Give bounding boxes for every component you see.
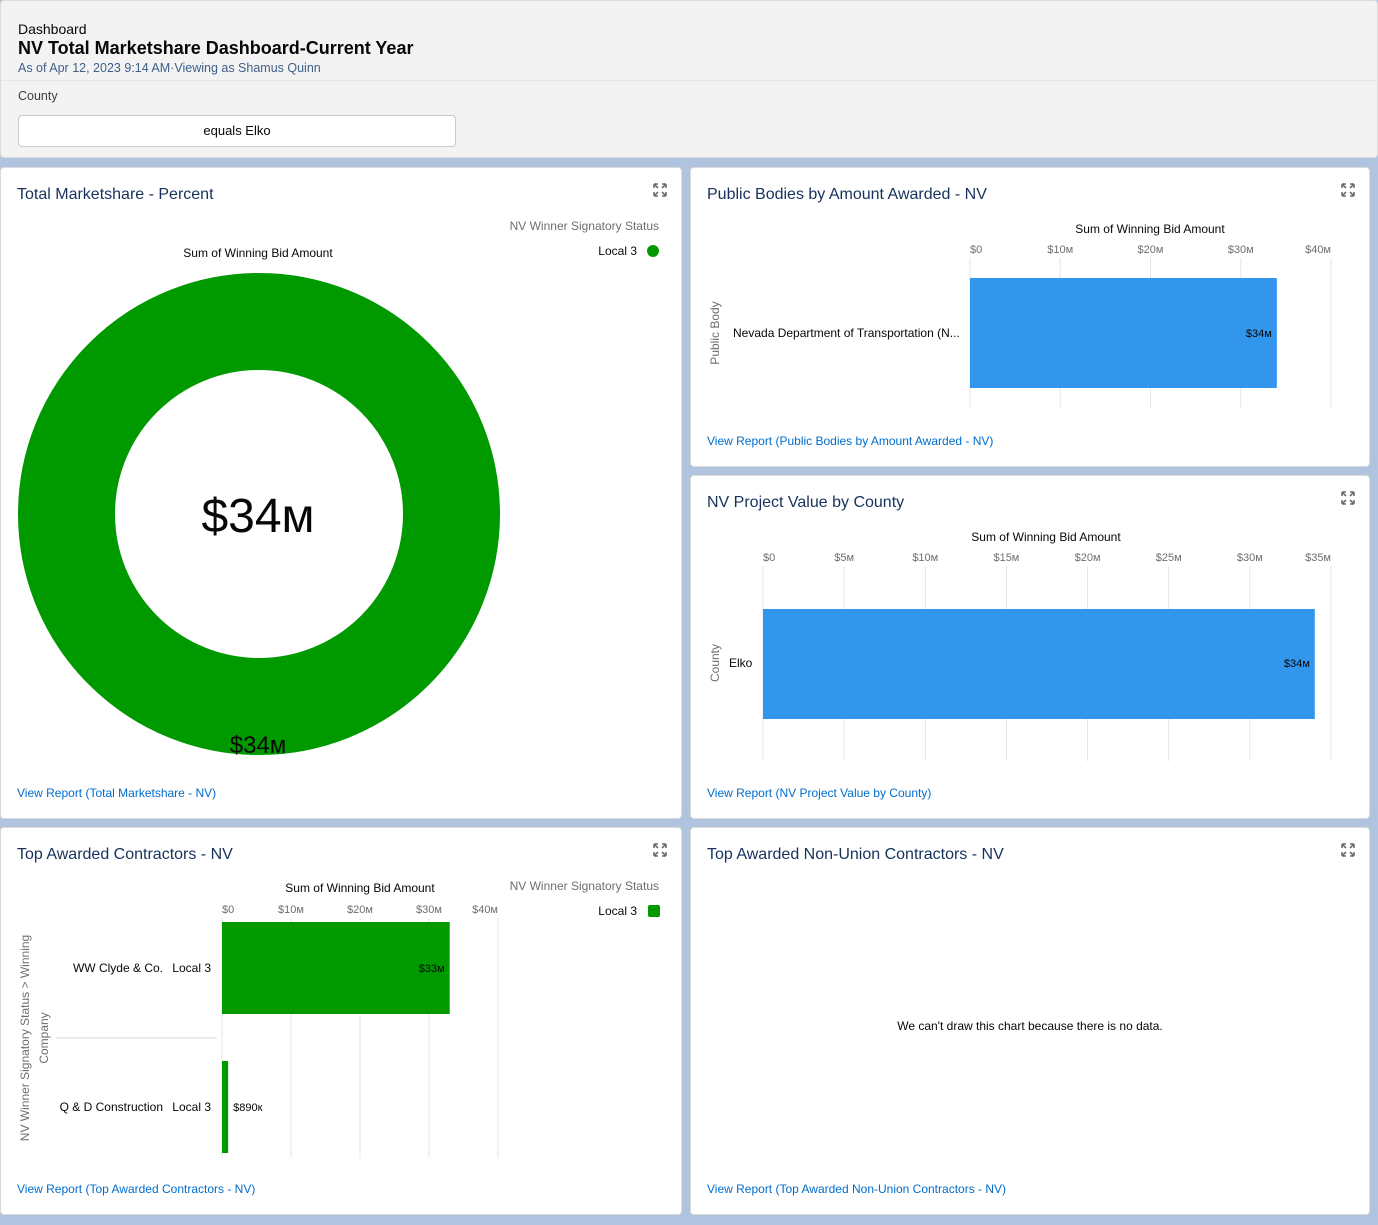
x-tick-label: $20м bbox=[347, 904, 373, 916]
expand-icon[interactable] bbox=[1341, 491, 1355, 505]
card-top-contractors: Top Awarded Contractors - NV Sum of Winn… bbox=[0, 827, 682, 1215]
card-public-bodies: Public Bodies by Amount Awarded - NV Sum… bbox=[690, 167, 1370, 467]
legend-item-label: Local 3 bbox=[598, 244, 637, 258]
donut-center-value: $34м bbox=[201, 490, 314, 543]
contractors-bar-chart: Sum of Winning Bid Amount NV Winner Sign… bbox=[18, 879, 660, 1158]
card-title: Total Marketshare - Percent bbox=[17, 186, 214, 203]
view-report-link[interactable]: View Report (Top Awarded Non-Union Contr… bbox=[707, 1182, 1007, 1196]
x-tick-label: $20м bbox=[1075, 552, 1101, 564]
legend-swatch-icon bbox=[648, 905, 660, 917]
donut-slice bbox=[18, 273, 500, 755]
public-bodies-bar-chart: Sum of Winning Bid Amount Public Body Ne… bbox=[708, 222, 1332, 408]
x-tick-label: $30м bbox=[1228, 244, 1254, 256]
legend-title: NV Winner Signatory Status bbox=[510, 219, 659, 233]
row-company-label: Q & D Construction bbox=[60, 1100, 163, 1114]
x-tick-label: $10м bbox=[278, 904, 304, 916]
bar bbox=[970, 278, 1277, 388]
donut-chart: NV Winner Signatory Status Local 3 Sum o… bbox=[18, 219, 659, 759]
dashboard-header: Dashboard NV Total Marketshare Dashboard… bbox=[0, 0, 1378, 158]
x-tick-label: $15м bbox=[993, 552, 1019, 564]
page-title: NV Total Marketshare Dashboard-Current Y… bbox=[18, 38, 414, 58]
x-tick-label: $30м bbox=[416, 904, 442, 916]
view-report-link[interactable]: View Report (Total Marketshare - NV) bbox=[17, 786, 217, 800]
y-axis-label: Public Body bbox=[708, 301, 722, 364]
expand-icon[interactable] bbox=[653, 183, 667, 197]
expand-icon[interactable] bbox=[1341, 843, 1355, 857]
card-title: Top Awarded Non-Union Contractors - NV bbox=[707, 846, 1004, 863]
legend-title: NV Winner Signatory Status bbox=[510, 879, 659, 893]
y-axis-label: County bbox=[708, 644, 722, 682]
view-report-link[interactable]: View Report (Public Bodies by Amount Awa… bbox=[707, 434, 994, 448]
legend-dot-icon bbox=[647, 245, 659, 257]
empty-chart-message: We can't draw this chart because there i… bbox=[897, 1019, 1163, 1033]
header-subtitle: As of Apr 12, 2023 9:14 AM·Viewing as Sh… bbox=[18, 61, 321, 75]
bar-data-label: $34м bbox=[1246, 328, 1272, 340]
chart-title: Sum of Winning Bid Amount bbox=[285, 881, 435, 895]
x-tick-label: $30м bbox=[1237, 552, 1263, 564]
bar bbox=[222, 922, 450, 1014]
card-total-marketshare: Total Marketshare - Percent NV Winner Si… bbox=[0, 167, 682, 819]
y-axis-label: NV Winner Signatory Status > Winning bbox=[18, 935, 32, 1141]
bar-data-label: $890к bbox=[233, 1102, 262, 1114]
row-status-label: Local 3 bbox=[172, 1100, 211, 1114]
bar bbox=[222, 1061, 229, 1153]
category-label: Elko bbox=[729, 656, 753, 670]
filter-label: County bbox=[18, 89, 58, 103]
x-tick-label: $25м bbox=[1156, 552, 1182, 564]
card-title: Top Awarded Contractors - NV bbox=[17, 846, 233, 863]
bar-data-label: $34м bbox=[1284, 658, 1310, 670]
header-eyebrow: Dashboard bbox=[18, 21, 87, 37]
x-tick-label: $0 bbox=[970, 244, 982, 256]
chart-title: Sum of Winning Bid Amount bbox=[971, 530, 1121, 544]
x-tick-label: $0 bbox=[222, 904, 234, 916]
legend-item-label: Local 3 bbox=[598, 904, 637, 918]
card-title: Public Bodies by Amount Awarded - NV bbox=[707, 186, 987, 203]
header-divider bbox=[1, 80, 1377, 81]
card-project-value-county: NV Project Value by County Sum of Winnin… bbox=[690, 475, 1370, 819]
x-tick-label: $10м bbox=[1047, 244, 1073, 256]
row-status-label: Local 3 bbox=[172, 961, 211, 975]
x-tick-label: $20м bbox=[1138, 244, 1164, 256]
slice-label: $34м bbox=[230, 732, 287, 759]
expand-icon[interactable] bbox=[1341, 183, 1355, 197]
y-axis-label-line2: Company bbox=[37, 1012, 51, 1063]
card-nonunion-contractors: Top Awarded Non-Union Contractors - NV W… bbox=[690, 827, 1370, 1215]
category-label: Nevada Department of Transportation (N..… bbox=[733, 326, 960, 340]
x-tick-label: $40м bbox=[472, 904, 498, 916]
chart-title: Sum of Winning Bid Amount bbox=[1075, 222, 1225, 236]
card-title: NV Project Value by County bbox=[707, 494, 905, 511]
bar bbox=[763, 609, 1315, 719]
view-report-link[interactable]: View Report (NV Project Value by County) bbox=[707, 786, 932, 800]
bar-data-label: $33м bbox=[419, 963, 445, 975]
view-report-link[interactable]: View Report (Top Awarded Contractors - N… bbox=[17, 1182, 256, 1196]
chart-title: Sum of Winning Bid Amount bbox=[183, 246, 333, 260]
county-filter-button[interactable]: equals Elko bbox=[18, 115, 456, 147]
x-tick-label: $0 bbox=[763, 552, 775, 564]
x-tick-label: $35м bbox=[1305, 552, 1331, 564]
x-tick-label: $10м bbox=[912, 552, 938, 564]
x-tick-label: $40м bbox=[1305, 244, 1331, 256]
x-tick-label: $5м bbox=[834, 552, 854, 564]
row-company-label: WW Clyde & Co. bbox=[73, 961, 163, 975]
county-bar-chart: Sum of Winning Bid Amount County Elko $0… bbox=[708, 530, 1332, 761]
expand-icon[interactable] bbox=[653, 843, 667, 857]
